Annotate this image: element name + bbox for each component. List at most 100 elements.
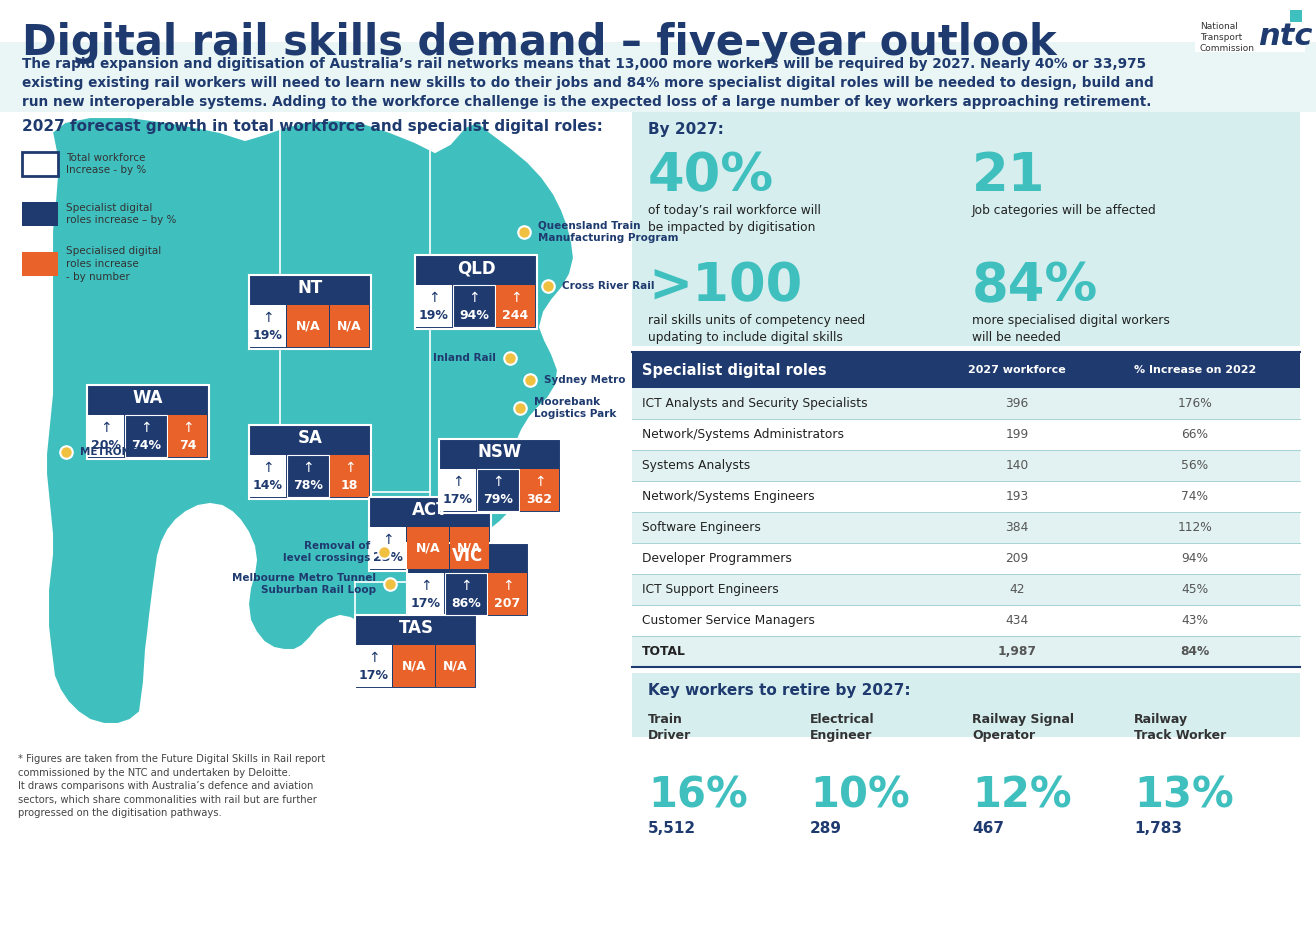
FancyBboxPatch shape [632, 512, 1300, 543]
FancyBboxPatch shape [416, 285, 451, 327]
FancyBboxPatch shape [445, 573, 487, 615]
Text: >100: >100 [647, 260, 803, 312]
FancyBboxPatch shape [393, 645, 436, 687]
Text: ACT: ACT [412, 501, 449, 519]
Text: 66%: 66% [1182, 428, 1208, 441]
FancyBboxPatch shape [632, 450, 1300, 481]
Text: 17%: 17% [359, 668, 390, 682]
FancyBboxPatch shape [476, 469, 519, 511]
Text: Melbourne Metro Tunnel
Suburban Rail Loop: Melbourne Metro Tunnel Suburban Rail Loo… [232, 573, 376, 595]
Text: 244: 244 [503, 308, 529, 322]
Text: Specialised digital
roles increase
- by number: Specialised digital roles increase - by … [66, 247, 162, 282]
Text: 19%: 19% [418, 308, 449, 322]
Text: 2027 workforce: 2027 workforce [969, 365, 1066, 375]
Text: 396: 396 [1005, 397, 1029, 410]
Text: 384: 384 [1005, 521, 1029, 534]
Text: 45%: 45% [1182, 583, 1208, 596]
Text: Sydney Metro: Sydney Metro [544, 375, 625, 385]
Text: 19%: 19% [253, 328, 283, 342]
Text: ↑: ↑ [501, 580, 513, 593]
Text: METRONET: METRONET [80, 447, 145, 457]
Text: The rapid expansion and digitisation of Australia’s rail networks means that 13,: The rapid expansion and digitisation of … [22, 57, 1146, 71]
FancyBboxPatch shape [249, 425, 371, 499]
FancyBboxPatch shape [1258, 10, 1302, 48]
FancyBboxPatch shape [287, 305, 329, 347]
FancyBboxPatch shape [370, 527, 407, 569]
Text: Queensland Train
Manufacturing Program: Queensland Train Manufacturing Program [538, 221, 679, 243]
Text: N/A: N/A [443, 660, 467, 672]
Text: 16%: 16% [647, 775, 747, 817]
Text: Systems Analysts: Systems Analysts [642, 459, 750, 472]
FancyBboxPatch shape [22, 252, 58, 276]
Text: ICT Support Engineers: ICT Support Engineers [642, 583, 779, 596]
Text: Specialist digital
roles increase – by %: Specialist digital roles increase – by % [66, 203, 176, 226]
Text: 86%: 86% [451, 597, 480, 609]
Text: VIC: VIC [453, 547, 483, 565]
Text: By 2027:: By 2027: [647, 122, 724, 137]
FancyBboxPatch shape [450, 527, 490, 569]
Text: 23%: 23% [372, 551, 403, 564]
Text: 140: 140 [1005, 459, 1029, 472]
FancyBboxPatch shape [1290, 10, 1302, 22]
Text: ↑: ↑ [509, 291, 521, 306]
FancyBboxPatch shape [355, 615, 476, 689]
Text: Electrical
Engineer: Electrical Engineer [811, 713, 875, 742]
Text: Cross River Rail: Cross River Rail [562, 281, 654, 291]
Text: WA: WA [133, 389, 163, 407]
FancyBboxPatch shape [488, 573, 526, 615]
FancyBboxPatch shape [287, 455, 329, 497]
FancyBboxPatch shape [22, 152, 58, 176]
FancyBboxPatch shape [357, 645, 392, 687]
FancyBboxPatch shape [632, 543, 1300, 574]
Text: 12%: 12% [973, 775, 1071, 817]
Text: 21: 21 [973, 150, 1045, 202]
Text: 2027 forecast growth in total workforce and specialist digital roles:: 2027 forecast growth in total workforce … [22, 119, 603, 134]
Text: 84%: 84% [973, 260, 1099, 312]
Text: ↑: ↑ [303, 462, 313, 475]
Text: Customer Service Managers: Customer Service Managers [642, 614, 815, 627]
Text: N/A: N/A [337, 320, 362, 332]
FancyBboxPatch shape [632, 605, 1300, 636]
Text: 42: 42 [1009, 583, 1025, 596]
Text: 74%: 74% [1182, 490, 1208, 503]
FancyBboxPatch shape [250, 455, 286, 497]
Text: 43%: 43% [1182, 614, 1208, 627]
Polygon shape [390, 627, 442, 667]
Text: rail skills units of competency need
updating to include digital skills: rail skills units of competency need upd… [647, 314, 865, 344]
FancyBboxPatch shape [0, 42, 1316, 112]
FancyBboxPatch shape [632, 419, 1300, 450]
Text: NSW: NSW [478, 443, 522, 461]
FancyBboxPatch shape [520, 469, 559, 511]
Text: 434: 434 [1005, 614, 1029, 627]
Text: Inland Rail: Inland Rail [433, 353, 496, 363]
FancyBboxPatch shape [632, 636, 1300, 667]
FancyBboxPatch shape [330, 455, 368, 497]
Text: 79%: 79% [483, 493, 513, 506]
FancyBboxPatch shape [415, 255, 537, 329]
Text: 74: 74 [179, 439, 196, 452]
Text: ↑: ↑ [461, 580, 472, 593]
Text: ↑: ↑ [453, 475, 463, 489]
Text: 20%: 20% [91, 439, 121, 452]
Text: run new interoperable systems. Adding to the workforce challenge is the expected: run new interoperable systems. Adding to… [22, 95, 1152, 109]
FancyBboxPatch shape [22, 202, 58, 226]
Text: 94%: 94% [459, 308, 490, 322]
Text: 193: 193 [1005, 490, 1029, 503]
Text: * Figures are taken from the Future Digital Skills in Rail report
commissioned b: * Figures are taken from the Future Digi… [18, 754, 325, 819]
Text: 1,987: 1,987 [998, 645, 1037, 658]
Text: 13%: 13% [1134, 775, 1234, 817]
Text: Railway Signal
Operator: Railway Signal Operator [973, 713, 1074, 742]
FancyBboxPatch shape [88, 415, 124, 457]
Text: 40%: 40% [647, 150, 774, 202]
Text: 467: 467 [973, 821, 1004, 836]
Text: 10%: 10% [811, 775, 909, 817]
Text: QLD: QLD [457, 259, 495, 277]
Text: ↑: ↑ [262, 311, 274, 326]
Text: 207: 207 [495, 597, 521, 609]
FancyBboxPatch shape [632, 574, 1300, 605]
FancyBboxPatch shape [168, 415, 207, 457]
Text: ↑: ↑ [343, 462, 355, 475]
Text: 78%: 78% [293, 479, 322, 492]
Text: 176%: 176% [1178, 397, 1212, 410]
FancyBboxPatch shape [496, 285, 536, 327]
